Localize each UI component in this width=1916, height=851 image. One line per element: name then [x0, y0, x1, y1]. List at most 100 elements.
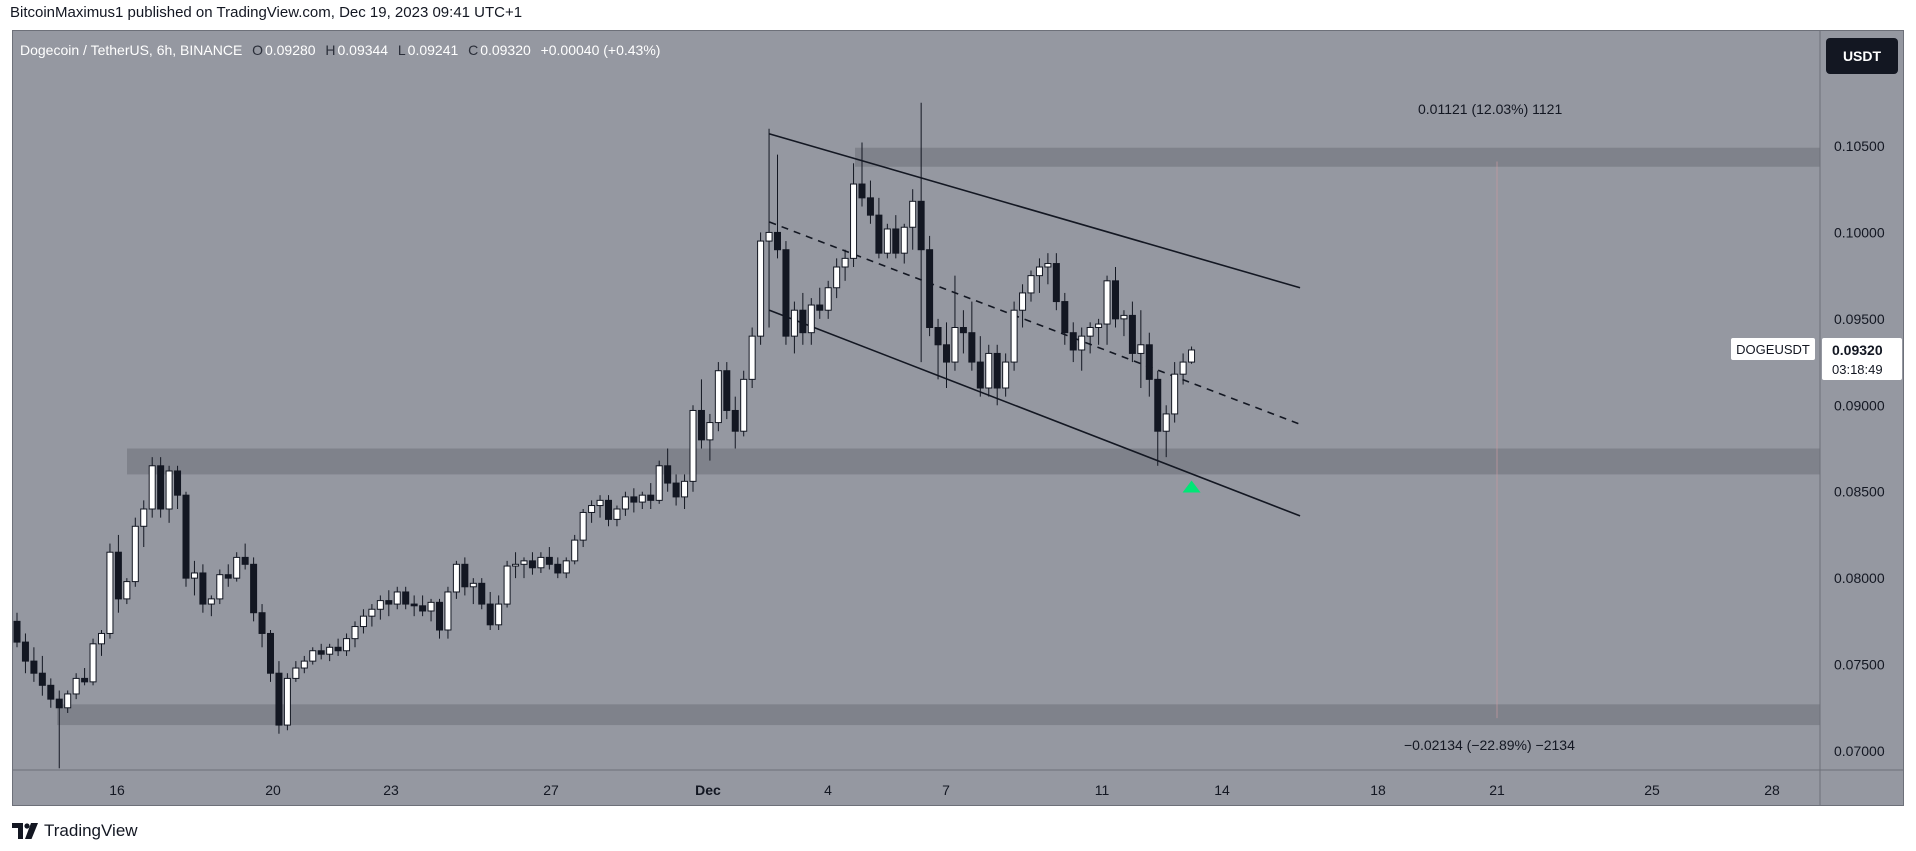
candle	[647, 483, 655, 509]
x-tick-label: 14	[1214, 782, 1230, 798]
candle-body	[326, 646, 334, 655]
candle-body	[1162, 413, 1170, 432]
candle	[528, 552, 536, 575]
candle	[807, 298, 815, 345]
candle	[672, 474, 680, 506]
candle-body	[1137, 344, 1145, 354]
candle	[613, 505, 621, 527]
x-tick-label: 25	[1644, 782, 1660, 798]
candle-body	[1128, 314, 1136, 354]
candle	[258, 604, 266, 648]
last-price-countdown: 03:18:49	[1832, 362, 1883, 377]
candle-body	[579, 511, 587, 541]
candle	[655, 460, 663, 504]
candle-body	[824, 287, 832, 311]
candle	[81, 668, 89, 686]
candle	[630, 488, 638, 513]
candle	[182, 491, 190, 587]
candle	[588, 500, 596, 523]
candle-body	[571, 539, 579, 562]
footer-brand-label: TradingView	[44, 821, 138, 840]
candle-body	[81, 677, 89, 683]
candle-body	[1069, 332, 1077, 351]
x-tick-label: Dec	[695, 782, 721, 798]
candle	[621, 491, 629, 516]
candle-body	[436, 601, 443, 631]
candle	[959, 310, 967, 354]
candle	[359, 609, 367, 634]
candle-body	[300, 660, 308, 669]
candle-body	[283, 677, 291, 726]
candle-body	[588, 505, 596, 513]
candle	[976, 336, 984, 397]
candle	[157, 457, 165, 518]
candle	[317, 643, 325, 660]
candle-body	[64, 693, 72, 709]
candle-body	[55, 698, 63, 709]
candle-body	[410, 603, 418, 607]
candle	[47, 678, 55, 708]
candle	[216, 569, 224, 605]
candle-body	[224, 574, 232, 579]
legend-symbol[interactable]: Dogecoin / TetherUS, 6h, BINANCE	[20, 42, 243, 58]
x-tick-label: 20	[265, 782, 281, 798]
candle-body	[655, 465, 663, 501]
candle-body	[714, 370, 722, 424]
y-tick-label: 0.08000	[1834, 570, 1885, 586]
candle	[1086, 322, 1094, 354]
channel-line-solid-2	[769, 309, 1301, 517]
candle-body	[47, 684, 55, 700]
x-tick-label: 7	[942, 782, 950, 798]
candle-body	[402, 591, 410, 605]
candle	[1188, 346, 1196, 364]
candle	[427, 598, 435, 622]
candle-body	[258, 612, 266, 634]
candle-body	[478, 582, 486, 605]
candle-body	[917, 200, 925, 251]
candle	[782, 241, 790, 345]
candle	[436, 598, 443, 639]
candle-body	[1179, 361, 1187, 375]
candle-body	[317, 650, 325, 655]
tradingview-brand[interactable]: TradingView	[12, 821, 138, 841]
candle-body	[672, 482, 680, 498]
candle-body	[190, 572, 198, 579]
candle	[351, 621, 359, 648]
candle-body	[1145, 344, 1153, 380]
candle-body	[782, 249, 790, 337]
candle-body	[359, 615, 367, 628]
x-tick-label: 11	[1095, 782, 1110, 798]
candle	[89, 638, 97, 686]
candle	[638, 491, 646, 509]
candle	[943, 322, 950, 388]
candle-body	[807, 304, 815, 334]
candle-body	[816, 304, 824, 311]
candle	[926, 235, 934, 337]
candle-body	[1120, 314, 1128, 320]
candle	[98, 630, 105, 656]
candle-body	[427, 601, 435, 612]
last-price-value: 0.09320	[1832, 342, 1883, 358]
candle	[503, 560, 511, 608]
candle	[444, 586, 452, 639]
currency-button[interactable]: USDT	[1826, 38, 1898, 74]
legend-open-label: O	[252, 42, 263, 58]
candle	[1171, 362, 1179, 423]
x-tick-label: 16	[109, 782, 125, 798]
candle-body	[892, 228, 900, 254]
candle-body	[419, 605, 427, 612]
candle-body	[1154, 378, 1162, 432]
candle	[596, 495, 604, 518]
plot-layer	[13, 102, 1820, 769]
candle-body	[123, 581, 131, 600]
candle-body	[740, 378, 748, 432]
candle-body	[1052, 263, 1060, 303]
candle	[740, 370, 748, 437]
bullish-arrow-marker	[1182, 480, 1201, 493]
candle-body	[385, 600, 393, 605]
candle	[224, 564, 232, 587]
candle-body	[647, 494, 655, 501]
candle-body	[495, 603, 503, 626]
zone-support-1	[127, 448, 1820, 475]
